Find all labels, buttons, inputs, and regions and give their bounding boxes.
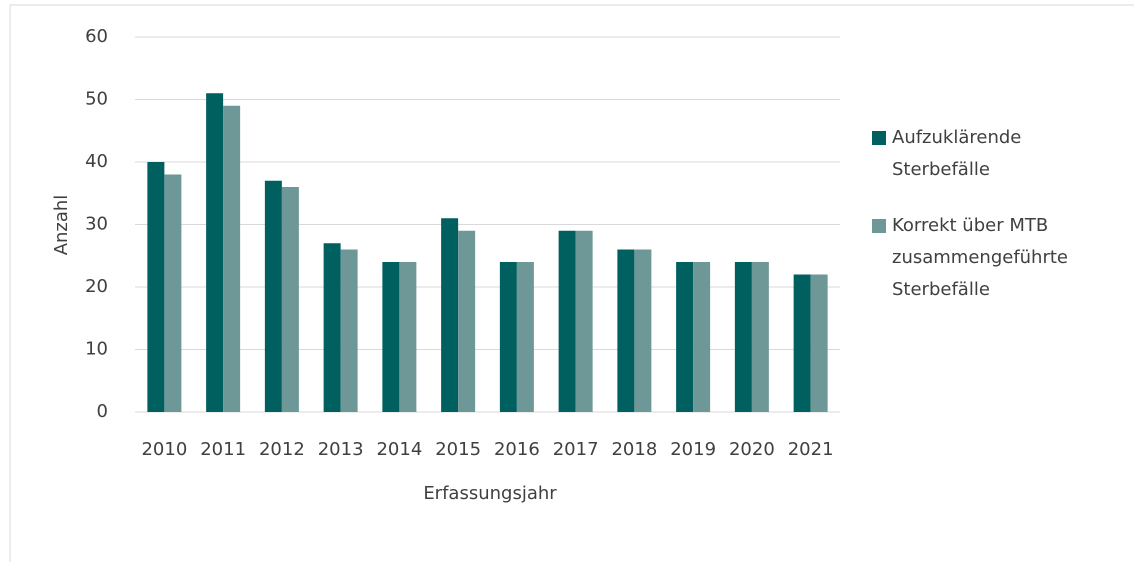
x-tick-label: 2019 <box>670 439 716 460</box>
bar <box>558 230 576 412</box>
y-tick-label: 60 <box>85 26 108 47</box>
x-tick-label: 2010 <box>141 439 187 460</box>
x-tick-label: 2018 <box>611 439 657 460</box>
x-tick-label: 2015 <box>435 439 481 460</box>
bar <box>499 262 517 412</box>
x-tick-label: 2020 <box>729 439 775 460</box>
y-tick-label: 20 <box>85 276 108 297</box>
y-tick-label: 40 <box>85 151 108 172</box>
bar <box>223 105 241 412</box>
bar <box>264 180 282 412</box>
x-tick-label: 2014 <box>376 439 422 460</box>
frame <box>9 4 1134 562</box>
bar <box>164 174 182 412</box>
legend-swatch <box>872 219 886 233</box>
bar <box>206 93 224 412</box>
x-tick-label: 2016 <box>494 439 540 460</box>
x-tick-label: 2017 <box>553 439 599 460</box>
bar <box>617 249 635 412</box>
bar <box>634 249 652 412</box>
bar <box>458 230 476 412</box>
y-tick-label: 50 <box>85 89 108 110</box>
bar <box>693 262 711 412</box>
bar <box>399 262 417 412</box>
bar <box>340 249 358 412</box>
bar <box>734 262 752 412</box>
legend-label: Aufzuklärende Sterbefälle <box>892 127 1022 180</box>
y-axis-title: Anzahl <box>51 195 72 256</box>
legend-swatch <box>872 131 886 145</box>
y-tick-label: 0 <box>97 401 108 422</box>
x-tick-label: 2012 <box>259 439 305 460</box>
bar <box>281 187 299 412</box>
legend-label: Korrekt über MTB zusammengeführte Sterbe… <box>892 215 1069 300</box>
x-tick-label: 2011 <box>200 439 246 460</box>
bar <box>441 218 459 412</box>
bar <box>147 162 165 412</box>
legend-entry: Korrekt über MTB zusammengeführte Sterbe… <box>872 210 1102 306</box>
x-tick-label: 2021 <box>788 439 834 460</box>
bar <box>382 262 400 412</box>
bar <box>323 243 341 412</box>
legend: Aufzuklärende Sterbefälle Korrekt über MT… <box>872 122 1102 330</box>
legend-entry: Aufzuklärende Sterbefälle <box>872 122 1102 186</box>
bar <box>810 274 828 412</box>
x-tick-label: 2013 <box>318 439 364 460</box>
bar <box>575 230 593 412</box>
x-axis-title: Erfassungsjahr <box>423 483 557 504</box>
bar <box>751 262 769 412</box>
bar <box>516 262 534 412</box>
bar <box>676 262 694 412</box>
y-tick-label: 30 <box>85 214 108 235</box>
y-tick-label: 10 <box>85 339 108 360</box>
bar <box>793 274 811 412</box>
